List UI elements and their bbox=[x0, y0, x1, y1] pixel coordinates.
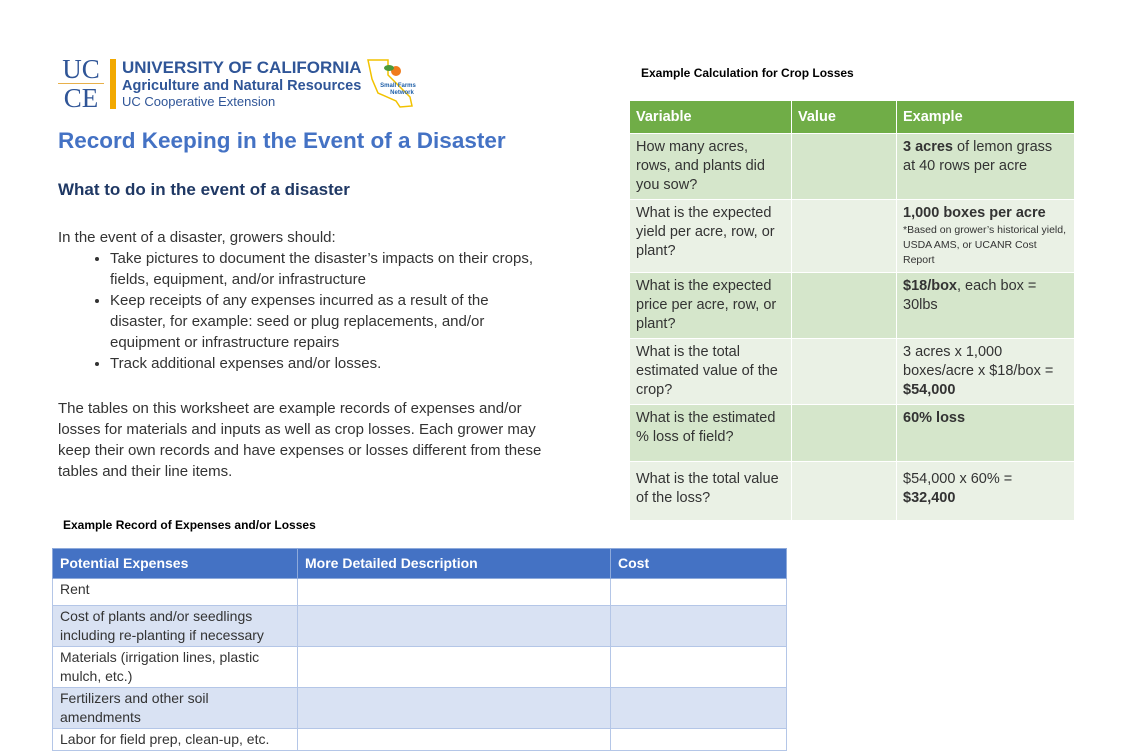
value-cell[interactable] bbox=[791, 272, 897, 339]
cell: What is the total value of the loss? bbox=[630, 461, 792, 520]
section-heading: What to do in the event of a disaster bbox=[58, 180, 350, 199]
table-row: What is the expected yield per acre, row… bbox=[630, 199, 1075, 273]
cell: What is the expected yield per acre, row… bbox=[630, 199, 792, 273]
value-cell[interactable] bbox=[791, 133, 897, 200]
table-row: What is the estimated % loss of field? 60… bbox=[630, 404, 1075, 462]
table-row: What is the total estimated value of the… bbox=[630, 338, 1075, 405]
cell: $18/box, each box = 30lbs bbox=[896, 272, 1075, 339]
table-row: Materials (irrigation lines, plastic mul… bbox=[52, 646, 787, 688]
value-cell[interactable] bbox=[791, 338, 897, 405]
table-row: How many acres, rows, and plants did you… bbox=[630, 133, 1075, 200]
value-cell[interactable] bbox=[791, 404, 897, 462]
ucanr-logo: UC CE UNIVERSITY OF CALIFORNIA Agricultur… bbox=[58, 54, 362, 113]
col-header: More Detailed Description bbox=[297, 548, 611, 579]
description-cell[interactable] bbox=[297, 646, 611, 688]
cell: What is the estimated % loss of field? bbox=[630, 404, 792, 462]
cell: What is the expected price per acre, row… bbox=[630, 272, 792, 339]
cell: 3 acres x 1,000 boxes/acre x $18/box = $… bbox=[896, 338, 1075, 405]
col-header: Cost bbox=[610, 548, 787, 579]
col-header: Variable bbox=[630, 101, 792, 134]
value-cell[interactable] bbox=[791, 461, 897, 520]
col-header: Potential Expenses bbox=[52, 548, 298, 579]
col-header: Value bbox=[791, 101, 897, 134]
table-row: Cost of plants and/or seedlings includin… bbox=[52, 605, 787, 647]
description-cell[interactable] bbox=[297, 578, 611, 606]
cost-cell[interactable] bbox=[610, 687, 787, 729]
logo-ce: CE bbox=[63, 83, 99, 113]
cell: Materials (irrigation lines, plastic mul… bbox=[52, 646, 298, 688]
cell: $54,000 x 60% = $32,400 bbox=[896, 461, 1075, 520]
cell: Rent bbox=[52, 578, 298, 606]
value-cell[interactable] bbox=[791, 199, 897, 273]
instructions: In the event of a disaster, growers shou… bbox=[58, 227, 548, 374]
col-header: Example bbox=[896, 101, 1075, 134]
expense-table: Potential Expenses More Detailed Descript… bbox=[52, 548, 787, 751]
intro-text: In the event of a disaster, growers shou… bbox=[58, 229, 336, 246]
page-title: Record Keeping in the Event of a Disaste… bbox=[58, 128, 506, 153]
bullet-item: Track additional expenses and/or losses. bbox=[110, 353, 548, 374]
table-row: Fertilizers and other soil amendments bbox=[52, 687, 787, 729]
svg-text:Network: Network bbox=[390, 90, 414, 96]
bullet-item: Keep receipts of any expenses incurred a… bbox=[110, 290, 548, 353]
cell: What is the total estimated value of the… bbox=[630, 338, 792, 405]
org-extension: UC Cooperative Extension bbox=[122, 94, 276, 109]
cell: 60% loss bbox=[896, 404, 1075, 462]
svg-text:Small Farms: Small Farms bbox=[380, 83, 416, 89]
crop-loss-table: Variable Value Example How many acres, row… bbox=[630, 101, 1075, 520]
org-division: Agriculture and Natural Resources bbox=[122, 78, 362, 94]
description-cell[interactable] bbox=[297, 605, 611, 647]
cell: 1,000 boxes per acre *Based on grower’s h… bbox=[896, 199, 1075, 273]
cell: How many acres, rows, and plants did you… bbox=[630, 133, 792, 200]
cost-cell[interactable] bbox=[610, 578, 787, 606]
logo-uc: UC bbox=[62, 54, 100, 84]
table-row: What is the expected price per acre, row… bbox=[630, 272, 1075, 339]
table-row: Rent bbox=[52, 578, 787, 606]
table-row: What is the total value of the loss? $54,… bbox=[630, 461, 1075, 520]
description-cell[interactable] bbox=[297, 687, 611, 729]
bullet-list: Take pictures to document the disaster’s… bbox=[58, 248, 548, 374]
small-farms-network-logo: Small Farms Network bbox=[367, 59, 417, 108]
cost-cell[interactable] bbox=[610, 646, 787, 688]
cell: 3 acres of lemon grass at 40 rows per ac… bbox=[896, 133, 1075, 200]
crop-table-caption: Example Calculation for Crop Losses bbox=[641, 66, 854, 80]
bullet-item: Take pictures to document the disaster’s… bbox=[110, 248, 548, 290]
org-name: UNIVERSITY OF CALIFORNIA bbox=[122, 58, 362, 77]
cell: Cost of plants and/or seedlings includin… bbox=[52, 605, 298, 647]
paragraph: The tables on this worksheet are example… bbox=[58, 400, 542, 480]
cell: Fertilizers and other soil amendments bbox=[52, 687, 298, 729]
expense-table-caption: Example Record of Expenses and/or Losses bbox=[63, 518, 316, 532]
cost-cell[interactable] bbox=[610, 605, 787, 647]
